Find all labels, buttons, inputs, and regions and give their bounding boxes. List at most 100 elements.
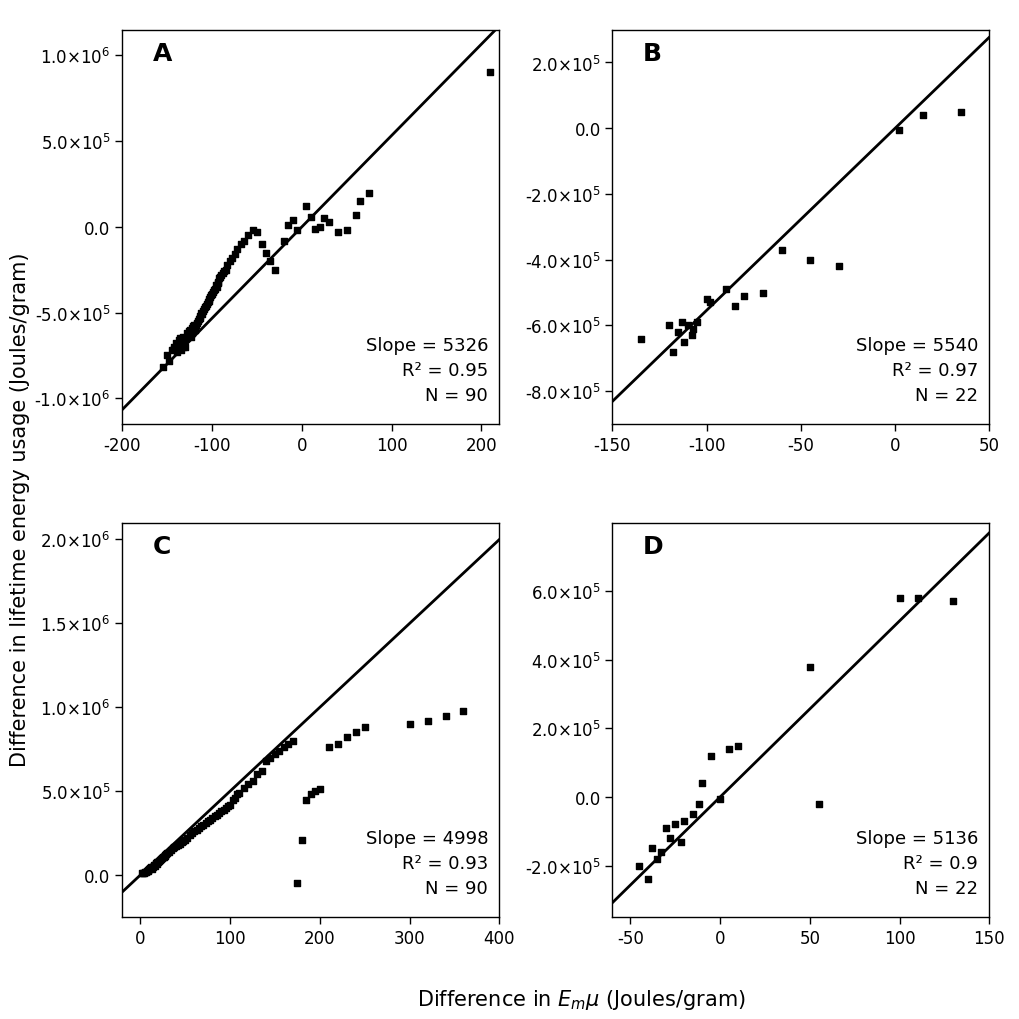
- Point: [232, 236, 249, 253]
- Point: [208, 277, 224, 293]
- Point: [683, 328, 699, 344]
- Point: [711, 791, 728, 807]
- Point: [164, 841, 180, 857]
- Point: [206, 283, 222, 300]
- Point: [149, 856, 165, 872]
- Point: [640, 871, 656, 888]
- Point: [200, 294, 216, 311]
- Point: [166, 839, 182, 855]
- Point: [235, 233, 252, 250]
- Point: [652, 844, 668, 860]
- Point: [197, 300, 213, 316]
- Point: [200, 291, 216, 308]
- Point: [631, 858, 647, 874]
- Point: [165, 339, 181, 356]
- Point: [223, 251, 239, 267]
- Point: [175, 834, 192, 850]
- Point: [890, 122, 906, 139]
- Point: [148, 855, 164, 871]
- Point: [217, 262, 233, 278]
- Point: [201, 293, 217, 310]
- Point: [171, 331, 187, 347]
- Point: [222, 797, 238, 813]
- Point: [163, 342, 179, 359]
- Point: [159, 845, 175, 861]
- Point: [258, 753, 274, 769]
- Point: [195, 817, 211, 834]
- Point: [289, 223, 306, 239]
- Point: [679, 318, 695, 334]
- Point: [137, 864, 153, 880]
- Point: [210, 274, 226, 290]
- Text: Slope = 5540
R² = 0.97
N = 22: Slope = 5540 R² = 0.97 N = 22: [855, 337, 977, 405]
- Point: [229, 787, 246, 803]
- Point: [229, 242, 246, 258]
- Point: [171, 836, 187, 852]
- Point: [144, 861, 160, 877]
- Point: [191, 820, 207, 837]
- Point: [239, 776, 256, 793]
- Point: [224, 792, 240, 808]
- Point: [685, 321, 701, 337]
- Point: [693, 775, 709, 792]
- Point: [180, 324, 197, 340]
- Point: [298, 199, 314, 215]
- Point: [161, 844, 177, 860]
- Point: [198, 815, 214, 832]
- Point: [249, 766, 265, 783]
- Point: [193, 305, 209, 321]
- Point: [154, 850, 170, 866]
- Point: [208, 279, 224, 296]
- Text: Difference in $E_{m}$$\mu$ (Joules/gram): Difference in $E_{m}$$\mu$ (Joules/gram): [417, 986, 745, 1011]
- Point: [157, 847, 173, 863]
- Point: [657, 820, 674, 837]
- Point: [191, 312, 207, 328]
- Point: [280, 737, 297, 753]
- Text: Slope = 5326
R² = 0.95
N = 90: Slope = 5326 R² = 0.95 N = 90: [365, 337, 487, 405]
- Point: [773, 243, 790, 259]
- Text: B: B: [642, 43, 661, 66]
- Point: [196, 302, 212, 318]
- Point: [698, 291, 714, 308]
- Point: [189, 315, 205, 331]
- Point: [437, 708, 453, 725]
- Point: [307, 221, 323, 237]
- Point: [226, 790, 243, 806]
- Point: [945, 594, 961, 610]
- Point: [147, 858, 163, 874]
- Point: [253, 763, 269, 780]
- Point: [685, 806, 701, 822]
- Point: [316, 211, 332, 227]
- Point: [195, 304, 211, 320]
- Point: [226, 247, 243, 263]
- Point: [202, 812, 218, 828]
- Text: Slope = 5136
R² = 0.9
N = 22: Slope = 5136 R² = 0.9 N = 22: [855, 829, 977, 898]
- Point: [235, 780, 252, 796]
- Point: [289, 875, 306, 892]
- Point: [142, 860, 158, 876]
- Point: [215, 266, 231, 282]
- Point: [267, 262, 283, 278]
- Point: [660, 318, 677, 334]
- Point: [801, 253, 817, 269]
- Point: [666, 816, 683, 833]
- Point: [245, 223, 261, 239]
- Point: [194, 307, 210, 323]
- Point: [669, 324, 686, 340]
- Point: [133, 865, 150, 881]
- Point: [207, 808, 223, 824]
- Point: [185, 823, 202, 840]
- Point: [702, 294, 718, 311]
- Point: [135, 864, 151, 880]
- Point: [145, 859, 161, 875]
- Point: [720, 741, 737, 757]
- Point: [347, 208, 364, 224]
- Point: [230, 785, 247, 801]
- Point: [217, 800, 233, 816]
- Point: [736, 288, 752, 305]
- Point: [170, 837, 186, 853]
- Point: [153, 851, 169, 867]
- Text: Difference in lifetime energy usage (Joules/gram): Difference in lifetime energy usage (Jou…: [10, 253, 31, 766]
- Point: [140, 862, 156, 878]
- Point: [166, 341, 182, 358]
